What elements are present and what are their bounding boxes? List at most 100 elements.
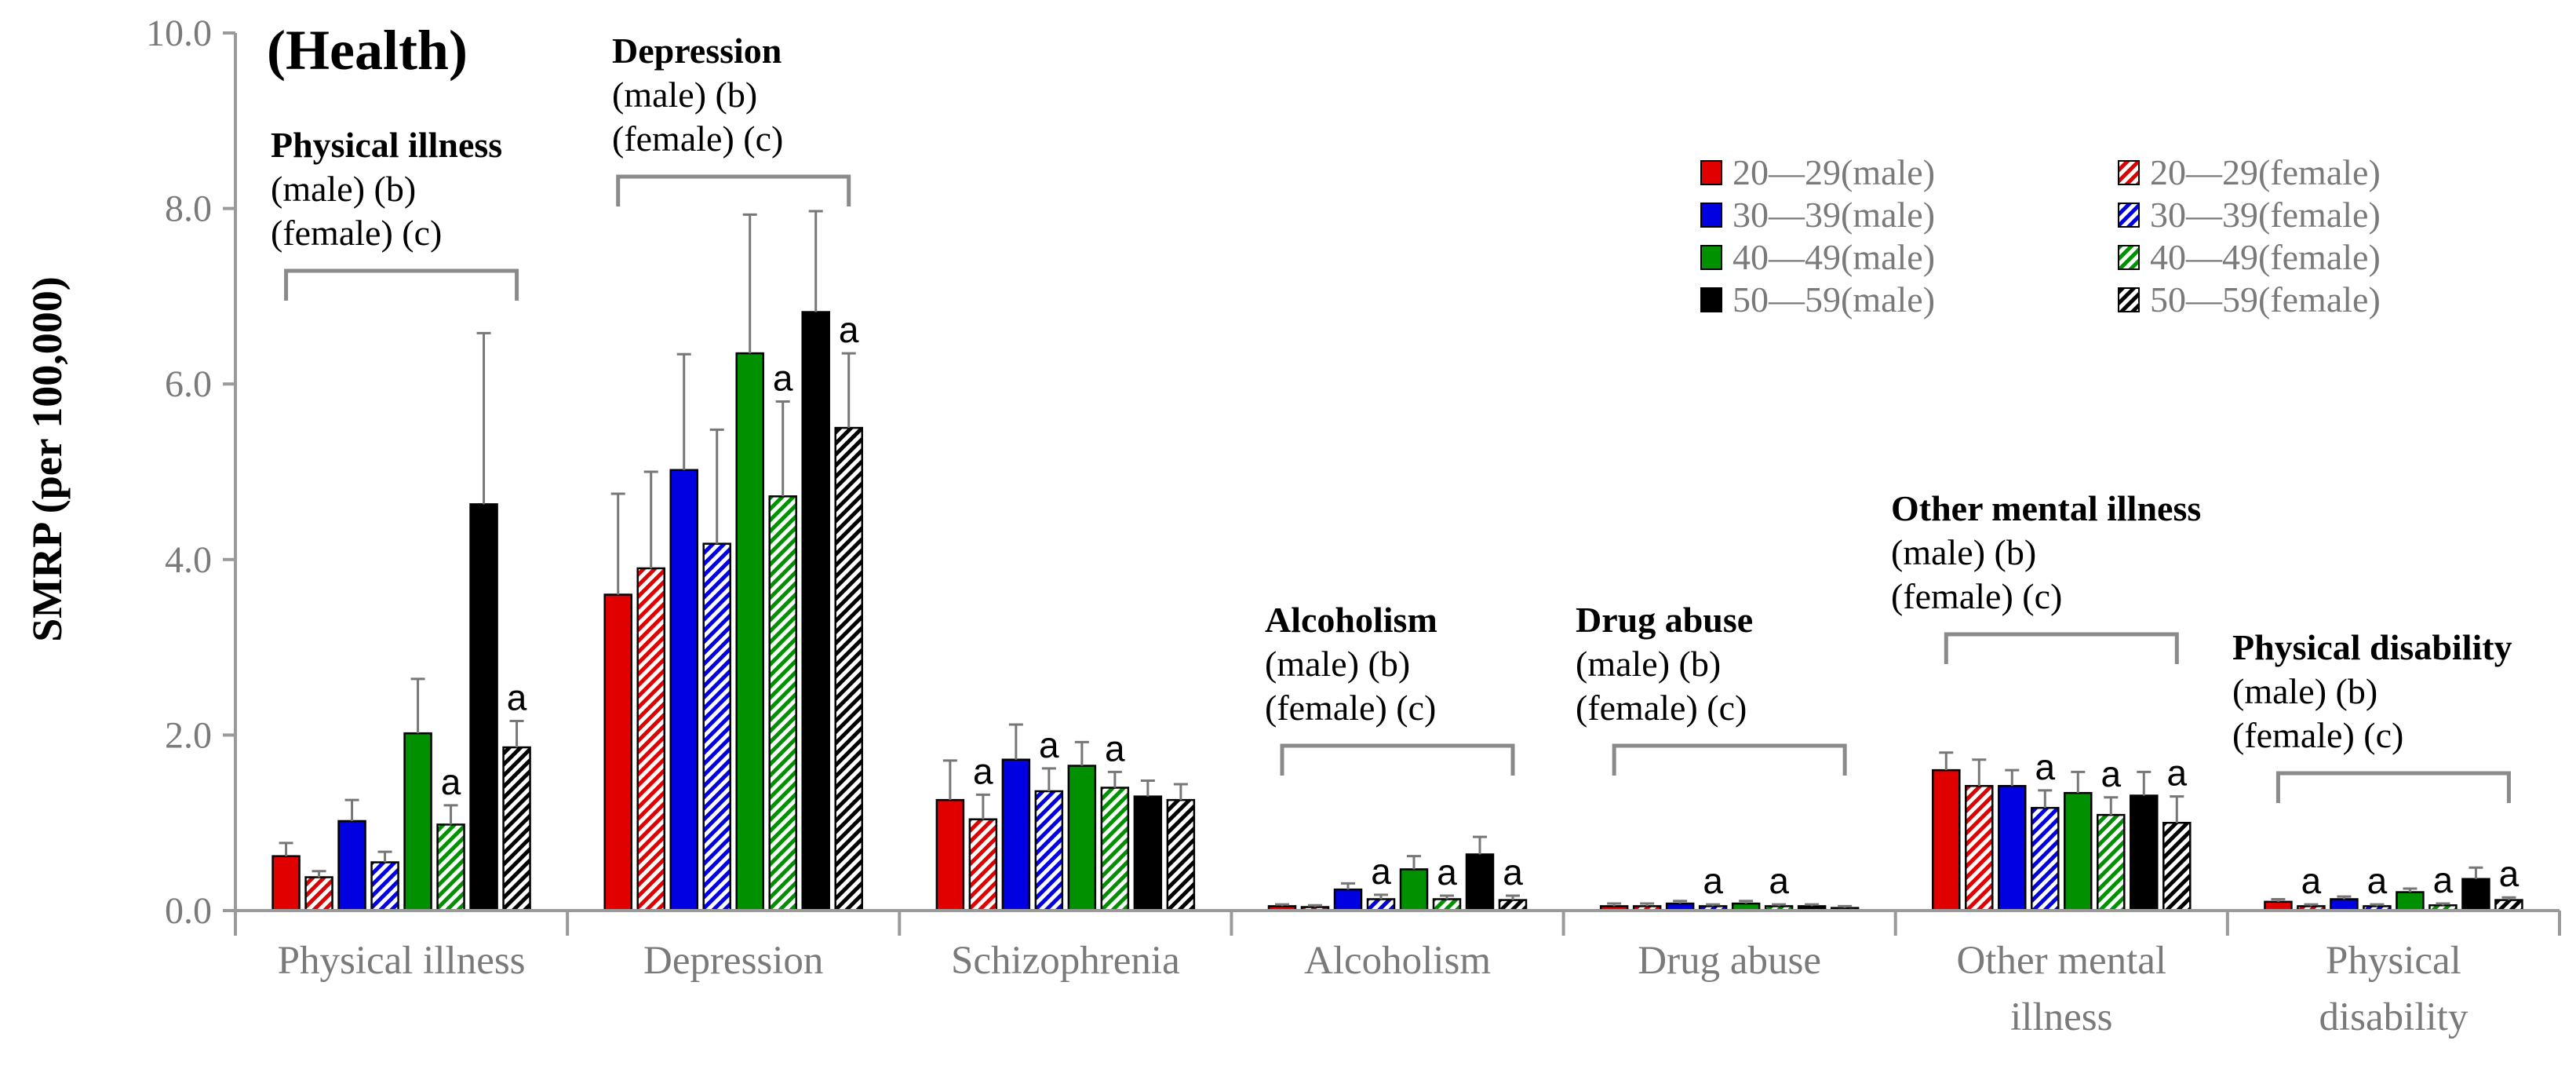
legend-swatch [1700, 203, 1722, 228]
bar [636, 567, 665, 912]
significance-bracket [2275, 771, 2511, 803]
legend-swatch [1700, 160, 1722, 185]
significance-mark: a [2499, 853, 2520, 894]
bar [968, 818, 998, 912]
bar [1366, 898, 1396, 912]
annotation-line: (female) (c) [2232, 715, 2403, 755]
annotation-line: (female) (c) [1265, 688, 1436, 728]
bar [271, 855, 301, 912]
bar [669, 469, 698, 912]
legend-label: 20—29(female) [2150, 152, 2381, 192]
significance-mark: a [2301, 860, 2322, 901]
y-tick-label: 2.0 [165, 714, 212, 756]
y-tick-label: 4.0 [165, 539, 212, 581]
y-tick-label: 0.0 [165, 890, 212, 932]
bar [768, 495, 797, 912]
bar [1034, 790, 1064, 912]
significance-mark: a [2166, 753, 2187, 794]
legend-swatch [1700, 245, 1722, 270]
bar [2396, 891, 2425, 912]
legend-label: 30—39(male) [1733, 195, 1935, 235]
significance-mark: a [1105, 728, 1125, 768]
bar [1166, 798, 1196, 912]
significance-mark: a [2433, 860, 2454, 900]
significance-bracket [284, 268, 519, 301]
bar [469, 503, 498, 912]
bar [834, 426, 863, 912]
significance-mark: a [973, 750, 993, 791]
annotation-line: (female) (c) [1891, 576, 2062, 616]
significance-bracket [1944, 632, 2179, 664]
significance-mark: a [1703, 860, 1723, 901]
legend-swatch [2118, 203, 2140, 228]
bar [1998, 784, 2027, 912]
annotation-line: (female) (c) [612, 119, 783, 159]
legend-label: 40—49(female) [2150, 237, 2381, 277]
annotation-line: (male) (b) [612, 75, 757, 115]
significance-mark: a [507, 677, 527, 718]
significance-mark: a [2035, 747, 2055, 787]
category-label: disability [2319, 995, 2469, 1039]
bar [1100, 787, 1130, 912]
legend-label: 30—39(female) [2150, 195, 2381, 235]
bar [1067, 765, 1097, 912]
bar [1498, 899, 1528, 912]
legend-label: 50—59(female) [2150, 279, 2381, 319]
bar [1399, 868, 1429, 912]
annotation-line: (male) (b) [1265, 644, 1410, 684]
significance-bracket [1280, 743, 1515, 776]
significance-mark: a [2367, 860, 2388, 901]
bar [403, 732, 432, 912]
bar [1965, 784, 1994, 912]
bar [2097, 813, 2126, 912]
category-label: Physical illness [278, 939, 526, 983]
bar [370, 861, 399, 912]
annotation-heading: Other mental illness [1891, 488, 2201, 528]
category-label: Depression [643, 939, 823, 983]
annotation-line: (female) (c) [1576, 688, 1747, 728]
annotation-line: (male) (b) [2232, 671, 2377, 711]
y-axis: 0.0 2.0 4.0 6.0 8.0 10.0 [146, 13, 237, 932]
annotations: Physical illness(male) (b)(female) (c)De… [271, 31, 2512, 803]
category-label: Alcoholism [1304, 939, 1491, 983]
bar [735, 352, 764, 912]
legend-label: 20—29(male) [1733, 152, 1935, 192]
significance-mark: a [839, 309, 859, 350]
bar [1465, 853, 1495, 912]
annotation-heading: Physical disability [2232, 627, 2512, 667]
category-label: Other mental [1956, 939, 2166, 983]
y-tick-label: 8.0 [165, 188, 212, 230]
significance-mark: a [773, 358, 793, 399]
significance-bracket [616, 174, 851, 206]
annotation-line: (male) (b) [271, 169, 416, 209]
bar [935, 798, 965, 912]
annotation-heading: Depression [612, 31, 782, 71]
legend-label: 40—49(male) [1733, 237, 1935, 277]
category-label: Schizophrenia [951, 939, 1180, 983]
legend-swatch [1700, 287, 1722, 312]
chart-title: (Health) [267, 19, 468, 82]
y-tick-label: 6.0 [165, 363, 212, 405]
bar [337, 820, 366, 912]
significance-mark: a [1437, 852, 1457, 893]
category-label: illness [2010, 995, 2112, 1039]
annotation-heading: Alcoholism [1265, 600, 1437, 640]
bar [436, 823, 465, 912]
significance-mark: a [1039, 725, 1059, 765]
bar [1001, 758, 1031, 912]
category-label: Drug abuse [1638, 939, 1821, 983]
x-axis: Physical illness Depression Schizophrenia A… [234, 909, 2561, 1039]
legend-swatch [2118, 245, 2140, 270]
significance-mark: a [1503, 852, 1523, 893]
bar [801, 311, 830, 912]
annotation-heading: Physical illness [271, 125, 502, 165]
significance-bracket [1612, 743, 1847, 776]
bar [304, 876, 333, 912]
bar [2461, 878, 2490, 912]
significance-mark: a [441, 761, 461, 802]
legend-swatch [2118, 160, 2140, 185]
significance-mark: a [2101, 754, 2121, 794]
annotation-line: (male) (b) [1576, 644, 1721, 684]
annotation-heading: Drug abuse [1576, 600, 1753, 640]
